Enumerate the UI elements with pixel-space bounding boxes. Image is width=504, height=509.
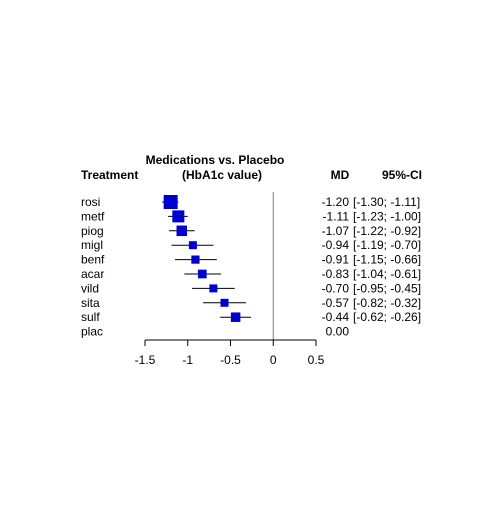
forest-row-vild: vild -0.70 [-0.95; -0.45] (81, 281, 421, 295)
x-tick-label: 0 (270, 353, 277, 367)
ci-value: [-1.22; -0.92] (353, 224, 421, 238)
estimate-square (163, 195, 178, 209)
treatment-label: piog (81, 224, 104, 238)
md-value: -1.07 (322, 224, 350, 238)
ci-value: [-0.62; -0.26] (353, 310, 421, 324)
ci-value: [-1.04; -0.61] (353, 267, 421, 281)
treatment-label: acar (81, 267, 104, 281)
estimate-square (176, 225, 188, 237)
x-tick-label: 0.5 (308, 353, 325, 367)
column-headers: Medications vs. Placebo (HbA1c value) Tr… (81, 153, 422, 182)
estimate-square (197, 269, 207, 279)
estimate-square (220, 298, 229, 307)
treatment-label: benf (81, 253, 105, 267)
md-value: -0.57 (322, 296, 350, 310)
plot-title-line1: Medications vs. Placebo (146, 153, 285, 167)
forest-row-sulf: sulf -0.44 [-0.62; -0.26] (81, 310, 421, 324)
treatment-header: Treatment (81, 168, 138, 182)
ci-value: [-1.15; -0.66] (353, 253, 421, 267)
forest-row-benf: benf -0.91 [-1.15; -0.66] (81, 253, 421, 267)
forest-row-plac: plac 0.00 (81, 325, 349, 339)
forest-row-piog: piog -1.07 [-1.22; -0.92] (81, 224, 421, 238)
md-value: -0.94 (322, 238, 350, 252)
forest-row-acar: acar -0.83 [-1.04; -0.61] (81, 267, 421, 281)
md-value: -0.70 (322, 281, 350, 295)
treatment-label: rosi (81, 195, 100, 209)
md-value: -0.44 (322, 310, 350, 324)
estimate-square (188, 241, 197, 250)
x-axis: -1.5 -1 -0.5 0 0.5 (135, 339, 325, 367)
treatment-label: vild (81, 281, 99, 295)
ci-value: [-1.30; -1.11] (353, 195, 420, 209)
forest-row-rosi: rosi -1.20 [-1.30; -1.11] (81, 195, 420, 209)
md-value: 0.00 (326, 325, 350, 339)
treatment-label: plac (81, 325, 103, 339)
ci-value: [-0.95; -0.45] (353, 281, 421, 295)
x-tick-label: -0.5 (220, 353, 241, 367)
forest-rows: rosi -1.20 [-1.30; -1.11] metf -1.11 [-1.23; … (81, 195, 421, 339)
forest-row-migl: migl -0.94 [-1.19; -0.70] (81, 238, 421, 252)
treatment-label: sita (81, 296, 100, 310)
ci-value: [-1.19; -0.70] (353, 238, 421, 252)
treatment-label: sulf (81, 310, 100, 324)
treatment-label: migl (81, 238, 103, 252)
md-value: -1.20 (322, 195, 350, 209)
x-tick-label: -1.5 (135, 353, 156, 367)
x-tick-label: -1 (182, 353, 193, 367)
estimate-square (230, 312, 241, 322)
forest-row-sita: sita -0.57 [-0.82; -0.32] (81, 296, 421, 310)
treatment-label: metf (81, 209, 105, 223)
md-header: MD (331, 168, 350, 182)
plot-title-line2: (HbA1c value) (182, 168, 262, 182)
estimate-square (191, 255, 200, 264)
md-value: -0.83 (322, 267, 350, 281)
forest-row-metf: metf -1.11 [-1.23; -1.00] (81, 209, 421, 223)
md-value: -1.11 (323, 209, 350, 223)
md-value: -0.91 (322, 253, 350, 267)
ci-value: [-1.23; -1.00] (353, 209, 421, 223)
estimate-square (209, 284, 218, 293)
ci-value: [-0.82; -0.32] (353, 296, 421, 310)
ci-header: 95%-CI (382, 168, 422, 182)
estimate-square (172, 210, 185, 223)
